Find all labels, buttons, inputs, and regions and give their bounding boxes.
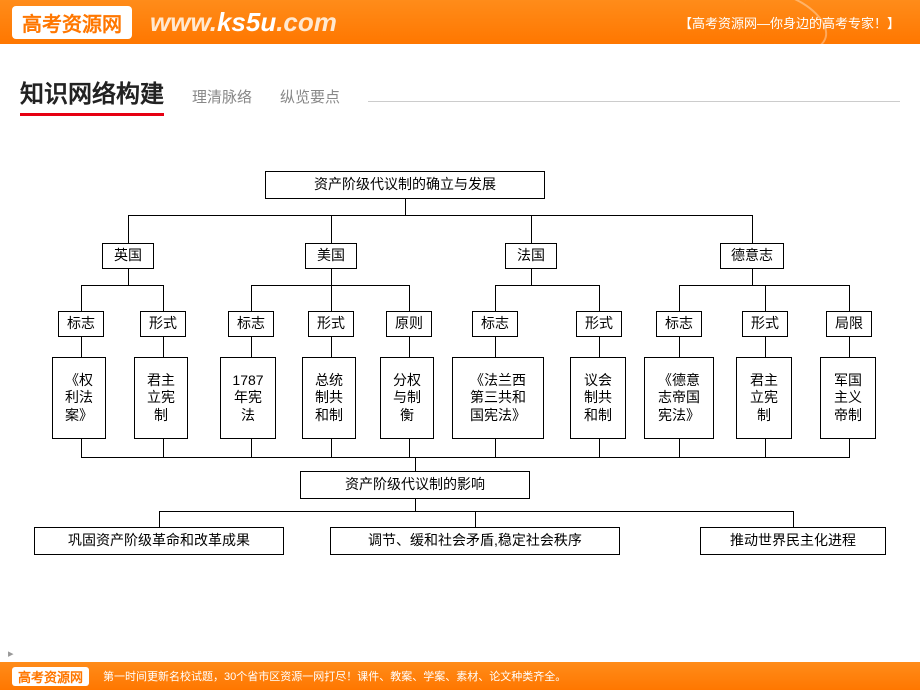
connector: [251, 439, 252, 457]
connector: [765, 337, 766, 357]
tree-leaf-0: 《权 利法 案》: [52, 357, 106, 439]
connector: [531, 269, 532, 285]
connector: [409, 439, 410, 457]
connector: [752, 215, 753, 243]
connector: [81, 285, 82, 311]
connector: [331, 269, 332, 285]
connector: [163, 439, 164, 457]
connector: [849, 285, 850, 311]
connector: [159, 511, 160, 527]
connector: [679, 337, 680, 357]
connector: [81, 285, 163, 286]
tagline: 【高考资源网—你身边的高考专家！】: [679, 13, 900, 32]
tree-outcome-0: 巩固资产阶级革命和改革成果: [34, 527, 284, 555]
tree-country-3: 德意志: [720, 243, 784, 269]
connector: [531, 215, 532, 243]
tree-outcome-1: 调节、缓和社会矛盾,稳定社会秩序: [330, 527, 620, 555]
connector: [495, 439, 496, 457]
connector: [679, 285, 680, 311]
connector: [163, 337, 164, 357]
connector: [599, 337, 600, 357]
footer-text: 第一时间更新名校试题，30个省市区资源一网打尽！课件、教案、学案、素材、论文种类…: [103, 668, 566, 684]
tree-mid-9: 局限: [826, 311, 872, 337]
page-indicator: ▸: [8, 647, 14, 660]
connector: [251, 285, 409, 286]
tree-outcome-2: 推动世界民主化进程: [700, 527, 886, 555]
tree-root: 资产阶级代议制的确立与发展: [265, 171, 545, 199]
connector: [331, 215, 332, 243]
connector: [495, 337, 496, 357]
connector: [159, 511, 793, 512]
knowledge-tree-diagram: 资产阶级代议制的确立与发展英国 美国 法国 德意志标志 形式 标志 形式 原则 标志 形式 标志 形式…: [20, 171, 900, 611]
tree-leaf-6: 议会 制共 和制: [570, 357, 626, 439]
connector: [405, 199, 406, 215]
tree-mid-3: 形式: [308, 311, 354, 337]
tree-country-1: 美国: [305, 243, 357, 269]
connector: [163, 285, 164, 311]
connector: [599, 439, 600, 457]
tree-leaf-4: 分权 与制 衡: [380, 357, 434, 439]
section-title: 知识网络构建: [20, 74, 164, 116]
connector: [849, 439, 850, 457]
tree-leaf-2: 1787 年宪 法: [220, 357, 276, 439]
connector: [251, 337, 252, 357]
tree-influence: 资产阶级代议制的影响: [300, 471, 530, 499]
tree-country-0: 英国: [102, 243, 154, 269]
section-subtitle-1: 理清脉络: [192, 86, 252, 107]
connector: [765, 285, 766, 311]
connector: [752, 269, 753, 285]
connector: [495, 285, 496, 311]
connector: [331, 439, 332, 457]
tree-mid-2: 标志: [228, 311, 274, 337]
tree-mid-6: 形式: [576, 311, 622, 337]
tree-leaf-9: 军国 主义 帝制: [820, 357, 876, 439]
tree-leaf-7: 《德意 志帝国 宪法》: [644, 357, 714, 439]
footer: 高考资源网 第一时间更新名校试题，30个省市区资源一网打尽！课件、教案、学案、素…: [0, 662, 920, 690]
connector: [679, 439, 680, 457]
connector: [415, 457, 416, 471]
connector: [475, 511, 476, 527]
tree-mid-8: 形式: [742, 311, 788, 337]
connector: [128, 215, 752, 216]
connector: [331, 285, 332, 311]
tree-leaf-3: 总统 制共 和制: [302, 357, 356, 439]
section-title-bar: 知识网络构建 理清脉络 纵览要点: [0, 74, 920, 116]
connector: [679, 285, 849, 286]
connector: [599, 285, 600, 311]
site-url: www.ks5u.com: [150, 7, 337, 38]
tree-mid-7: 标志: [656, 311, 702, 337]
tree-mid-1: 形式: [140, 311, 186, 337]
connector: [495, 285, 599, 286]
title-divider: [368, 101, 900, 102]
tree-leaf-5: 《法兰西 第三共和 国宪法》: [452, 357, 544, 439]
connector: [81, 337, 82, 357]
connector: [128, 269, 129, 285]
tree-mid-4: 原则: [386, 311, 432, 337]
connector: [793, 511, 794, 527]
connector: [128, 215, 129, 243]
section-subtitle-2: 纵览要点: [280, 86, 340, 107]
tree-country-2: 法国: [505, 243, 557, 269]
tree-mid-0: 标志: [58, 311, 104, 337]
footer-logo: 高考资源网: [12, 667, 89, 686]
header: 高考资源网 www.ks5u.com 【高考资源网—你身边的高考专家！】: [0, 0, 920, 44]
connector: [251, 285, 252, 311]
connector: [81, 457, 850, 458]
connector: [409, 285, 410, 311]
connector: [415, 499, 416, 511]
site-logo: 高考资源网: [12, 6, 132, 39]
connector: [409, 337, 410, 357]
tree-mid-5: 标志: [472, 311, 518, 337]
connector: [81, 439, 82, 457]
connector: [765, 439, 766, 457]
tree-leaf-8: 君主 立宪 制: [736, 357, 792, 439]
connector: [849, 337, 850, 357]
connector: [331, 337, 332, 357]
tree-leaf-1: 君主 立宪 制: [134, 357, 188, 439]
